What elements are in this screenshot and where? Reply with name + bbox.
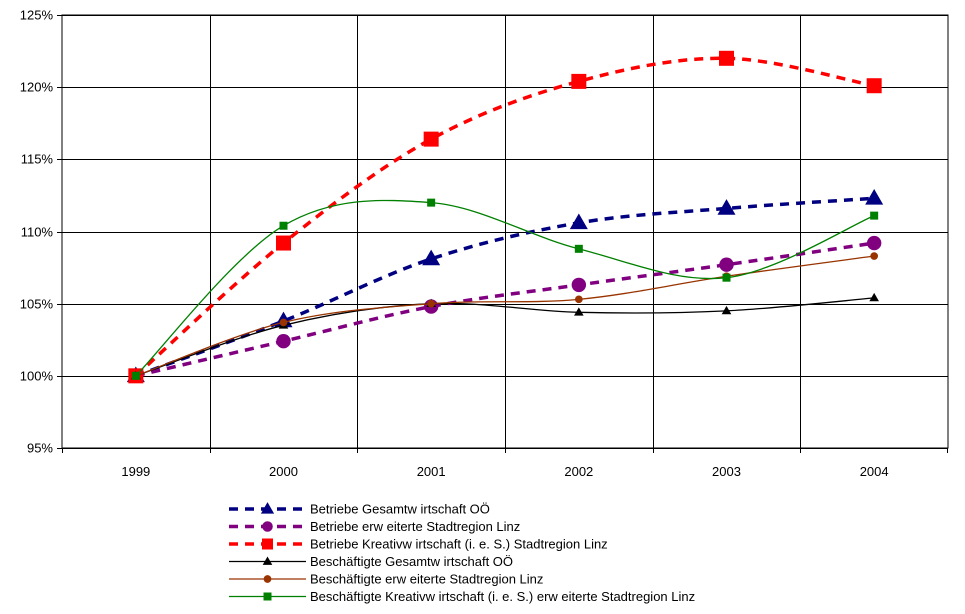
x-axis-ticks: 1999 2000 2001 2002 2003 2004 <box>121 464 888 479</box>
y-tick-label: 105% <box>20 297 54 312</box>
data-point <box>574 295 583 304</box>
legend-label: Beschäftigte Gesamtw irtschaft OÖ <box>310 554 513 569</box>
x-tick-label: 2000 <box>269 464 298 479</box>
data-point <box>719 50 734 66</box>
series-line <box>135 297 875 377</box>
legend-swatch-marker <box>262 521 273 532</box>
data-point <box>569 213 588 230</box>
legend-item-5: Beschäftigte erw eiterte Stadtregion Lin… <box>229 572 543 587</box>
data-point <box>866 235 882 251</box>
data-point <box>721 305 732 315</box>
legend-swatch-marker <box>260 502 275 514</box>
series-line <box>135 241 875 378</box>
legend-item-6: Beschäftigte Kreativw irtschaft (i. e. S… <box>229 589 695 604</box>
data-point <box>719 257 734 272</box>
legend-item-3: Betriebe Kreativw irtschaft (i. e. S.) S… <box>229 537 608 552</box>
legend-swatch-marker <box>263 575 272 583</box>
y-tick-label: 95% <box>27 441 53 456</box>
data-point <box>574 307 584 316</box>
legend-item-1: Betriebe Gesamtw irtschaft OÖ <box>229 502 490 517</box>
series-6 <box>131 198 879 380</box>
legend-label: Beschäftigte Kreativw irtschaft (i. e. S… <box>310 589 695 604</box>
data-point <box>276 333 291 349</box>
data-point <box>131 371 140 380</box>
data-point <box>427 198 436 207</box>
series-line <box>135 199 875 377</box>
y-tick-label: 125% <box>20 8 54 23</box>
data-point <box>870 252 879 260</box>
legend-label: Beschäftigte erw eiterte Stadtregion Lin… <box>310 572 543 587</box>
y-tick-label: 110% <box>21 225 54 240</box>
gridlines <box>57 14 949 453</box>
data-point <box>279 221 288 230</box>
x-tick-label: 1999 <box>121 464 150 479</box>
x-tick-label: 2004 <box>860 464 889 479</box>
data-point <box>571 73 587 89</box>
data-point <box>865 189 884 205</box>
y-axis-ticks: 95% 100% 105% 110% 115% 120% 125% <box>20 8 54 456</box>
y-tick-label: 115% <box>21 152 54 167</box>
data-point <box>870 211 879 220</box>
legend-swatch-marker <box>262 538 273 550</box>
data-point <box>423 131 439 147</box>
data-point <box>571 277 587 293</box>
legend-label: Betriebe Kreativw irtschaft (i. e. S.) S… <box>310 537 608 552</box>
data-point <box>422 249 441 266</box>
data-point <box>869 292 879 302</box>
legend: Betriebe Gesamtw irtschaft OÖ Betriebe er… <box>229 502 695 604</box>
data-point <box>722 273 731 282</box>
data-point <box>276 235 291 251</box>
data-point <box>279 318 288 327</box>
x-tick-label: 2003 <box>712 464 741 479</box>
legend-label: Betriebe Gesamtw irtschaft OÖ <box>310 502 490 517</box>
legend-item-4: Beschäftigte Gesamtw irtschaft OÖ <box>229 554 513 569</box>
data-point <box>866 78 882 94</box>
legend-item-2: Betriebe erw eiterte Stadtregion Linz <box>229 519 520 534</box>
x-tick-label: 2001 <box>417 464 446 479</box>
series-group <box>126 50 884 384</box>
legend-swatch-marker <box>262 556 273 565</box>
data-point <box>427 299 436 308</box>
y-tick-label: 100% <box>20 369 54 384</box>
legend-label: Betriebe erw eiterte Stadtregion Linz <box>310 519 520 534</box>
data-point <box>574 244 583 253</box>
x-tick-label: 2002 <box>564 464 593 479</box>
legend-swatch-marker <box>263 592 272 601</box>
y-tick-label: 120% <box>20 80 54 95</box>
data-point <box>717 199 736 215</box>
